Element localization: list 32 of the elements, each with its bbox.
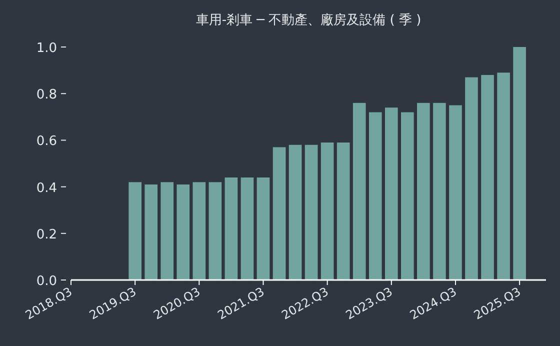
bar xyxy=(384,108,398,280)
y-tick-label: 0.2 xyxy=(36,227,57,242)
bar xyxy=(192,182,206,280)
y-tick-label: 0.6 xyxy=(36,134,57,150)
bar xyxy=(128,182,142,280)
bar xyxy=(288,144,302,280)
bar xyxy=(240,177,254,280)
y-tick-label: 1.0 xyxy=(36,41,57,56)
bar xyxy=(144,184,158,280)
bar xyxy=(176,184,190,280)
y-tick-label: 0.0 xyxy=(36,274,57,289)
bar xyxy=(304,144,318,280)
bar xyxy=(320,142,334,280)
bar xyxy=(336,142,350,280)
bar xyxy=(417,102,430,280)
bar xyxy=(224,177,238,280)
bar xyxy=(256,177,270,280)
bar xyxy=(513,47,526,280)
bar xyxy=(401,112,414,280)
bar xyxy=(272,147,286,280)
y-tick-label: 0.4 xyxy=(36,180,57,196)
bar xyxy=(352,102,366,280)
y-tick-label: 0.8 xyxy=(36,88,57,103)
bar xyxy=(481,74,494,280)
bar xyxy=(368,112,382,280)
bar xyxy=(497,72,510,280)
bar xyxy=(465,77,478,280)
chart-title: 車用-剎車 ─ 不動產、廠房及設備 ( 季 ) xyxy=(196,12,422,28)
bar xyxy=(208,182,222,280)
bar xyxy=(433,102,446,280)
bar xyxy=(160,182,174,280)
bar xyxy=(449,105,462,280)
